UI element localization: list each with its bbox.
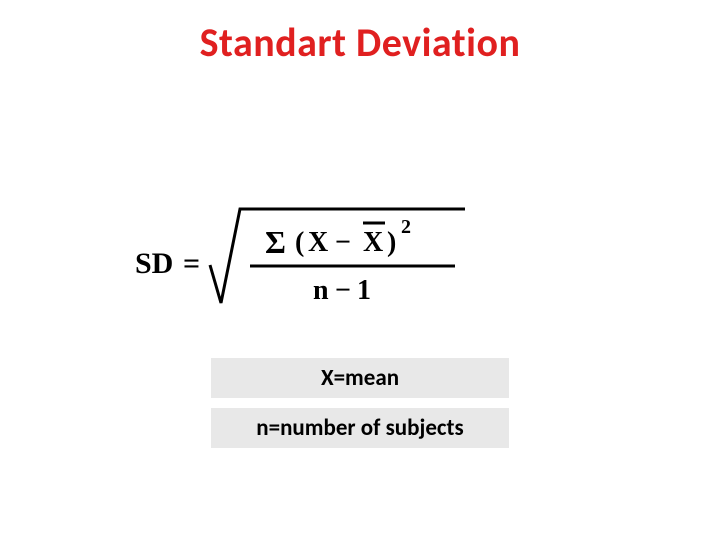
formula-denom-minus: − (335, 275, 351, 306)
formula-equals: = (183, 247, 200, 280)
formula-denom-one: 1 (357, 275, 371, 306)
slide-title: Standart Deviation (0, 18, 720, 67)
formula-denom-n: n (313, 275, 329, 306)
formula-sd-label: SD (135, 247, 173, 280)
caption-n-subjects: n=number of subjects (211, 408, 509, 448)
formula-close-paren: ) (387, 227, 396, 258)
formula-open-paren: ( (295, 227, 304, 258)
formula-xbar: X (363, 227, 383, 258)
sd-formula: SD = Σ ( X − X ) 2 n − 1 (135, 195, 515, 315)
caption-x-mean: X=mean (211, 358, 509, 398)
sigma-icon: Σ (265, 224, 286, 260)
formula-minus: − (335, 227, 351, 258)
formula-x: X (308, 227, 328, 258)
formula-exponent: 2 (401, 216, 411, 238)
